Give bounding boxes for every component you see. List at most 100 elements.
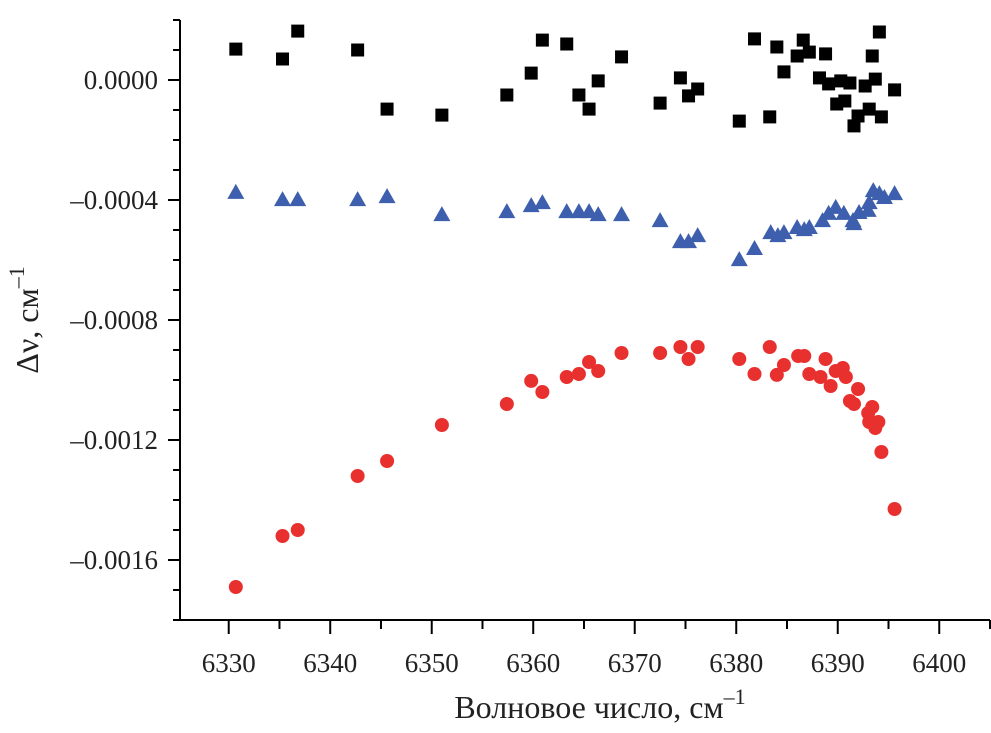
square-point <box>838 94 852 108</box>
y-tick-label: –0.0008 <box>69 305 158 335</box>
x-tick-label: 6350 <box>405 648 459 678</box>
square-point <box>615 50 629 64</box>
circle-point <box>776 358 791 372</box>
circle-point <box>769 367 784 382</box>
triangle-point <box>886 185 904 201</box>
square-point <box>673 71 687 85</box>
triangle-point <box>827 198 845 214</box>
circle-point <box>434 418 449 432</box>
x-tick-label: 6370 <box>608 648 662 678</box>
square-point <box>653 96 667 110</box>
square-point <box>276 52 290 66</box>
triangle-point <box>227 183 245 199</box>
circle-point <box>535 385 550 399</box>
triangle-point <box>860 194 878 210</box>
x-tick-label: 6390 <box>811 648 865 678</box>
x-tick-label: 6400 <box>912 648 966 678</box>
circle-point <box>350 469 365 483</box>
y-tick-label: –0.0012 <box>69 425 158 455</box>
circle-point <box>290 523 305 537</box>
square-point <box>229 42 243 56</box>
square-point <box>748 32 762 46</box>
circle-point <box>614 346 629 360</box>
circle-point <box>380 454 395 468</box>
triangle-point <box>746 240 764 255</box>
square-point <box>858 79 872 93</box>
x-tick-label: 6330 <box>202 648 256 678</box>
circle-point <box>690 340 705 354</box>
triangle-point <box>800 219 818 234</box>
x-tick-label: 6340 <box>303 648 357 678</box>
circle-point <box>887 502 902 516</box>
circle-point <box>797 349 812 363</box>
triangle-point <box>433 206 451 222</box>
triangle-point <box>589 206 607 222</box>
circle-point <box>524 373 539 388</box>
square-point <box>535 33 549 47</box>
square-point <box>790 49 804 63</box>
circle-point <box>681 352 696 366</box>
triangle-point <box>349 191 367 207</box>
circle-point <box>762 340 777 354</box>
square-point <box>732 114 746 128</box>
circle-point <box>802 367 817 381</box>
square-point <box>351 43 365 57</box>
circle-point <box>228 580 243 594</box>
square-point <box>582 102 596 116</box>
triangle-point <box>274 191 292 207</box>
data-marks <box>227 24 904 594</box>
x-tick-label: 6360 <box>506 648 560 678</box>
triangle-point <box>378 188 396 204</box>
triangle-point <box>680 233 698 249</box>
triangle-point <box>558 203 576 219</box>
circle-point <box>846 397 861 411</box>
square-point <box>435 108 449 122</box>
square-point <box>865 49 879 63</box>
square-point <box>591 74 605 88</box>
triangle-point <box>613 206 631 222</box>
x-tick-label: 6380 <box>709 648 763 678</box>
circle-point <box>275 529 290 543</box>
square-point <box>843 76 857 90</box>
y-axis-label-sup: –1 <box>4 266 29 289</box>
triangle-point <box>651 212 669 228</box>
square-point <box>868 72 882 86</box>
square-point <box>796 33 810 47</box>
triangle-point <box>689 227 707 243</box>
x-axis-label-sup: –1 <box>723 684 746 709</box>
circle-point <box>559 370 574 384</box>
circle-point <box>591 364 606 378</box>
triangle-point <box>835 204 853 220</box>
triangle-point <box>498 203 516 219</box>
triangle-point <box>580 203 598 219</box>
circle-point <box>499 397 514 411</box>
circle-point <box>823 379 838 393</box>
square-point <box>851 109 865 123</box>
circle-point <box>838 370 853 384</box>
circle-point <box>673 340 688 354</box>
axes: 6330 6340 6350 6360 6370 6380 6390 6400 0.0000 –0… <box>69 19 991 678</box>
square-point <box>572 88 586 102</box>
series-circles <box>228 340 902 594</box>
square-point <box>802 45 816 59</box>
triangle-point <box>875 189 893 204</box>
circle-point <box>571 367 586 381</box>
circle-point <box>747 367 762 381</box>
square-point <box>862 102 876 116</box>
square-point <box>524 66 538 80</box>
triangle-point <box>845 215 863 231</box>
square-point <box>777 65 791 79</box>
triangle-point <box>730 251 748 267</box>
circle-point <box>653 346 668 360</box>
square-point <box>822 77 836 91</box>
x-axis-label: Волновое число, см–1 <box>454 684 745 725</box>
y-tick-label: –0.0004 <box>69 185 158 215</box>
square-point <box>819 47 833 61</box>
y-tick-label: –0.0016 <box>69 545 158 575</box>
square-point <box>770 40 784 54</box>
circle-point <box>818 352 833 366</box>
square-point <box>874 110 888 124</box>
circle-point <box>732 352 747 366</box>
triangle-point <box>533 194 551 210</box>
